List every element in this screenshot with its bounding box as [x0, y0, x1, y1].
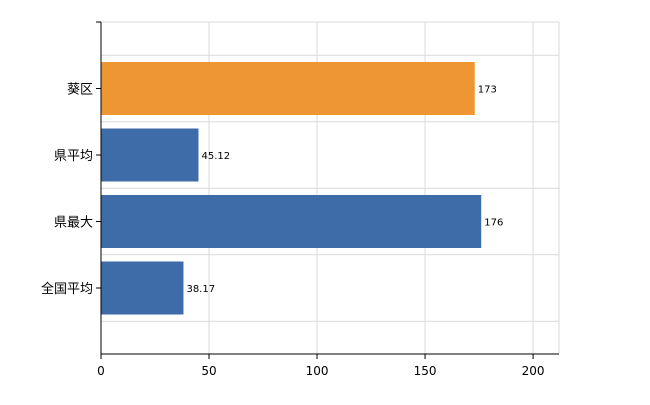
category-label-3: 全国平均: [41, 281, 93, 297]
category-label-2: 県最大: [54, 216, 93, 231]
data-label-0: 173: [478, 85, 497, 96]
labels: 173 葵区 45.12 県平均 176 県最大 38.17 全国平均 0 50 100 150 200: [41, 83, 545, 379]
x-tick-label-3: 150: [414, 364, 437, 378]
bar-0: [101, 62, 475, 115]
axes: [96, 21, 559, 359]
data-label-2: 176: [484, 218, 503, 229]
x-tick-label-2: 100: [306, 364, 329, 378]
x-tick-label-4: 200: [522, 364, 545, 378]
bar-3: [101, 261, 184, 315]
bar-2: [101, 195, 482, 248]
category-label-1: 県平均: [54, 149, 93, 164]
bars: [101, 62, 482, 315]
gridlines: [101, 21, 560, 354]
category-label-0: 葵区: [67, 83, 93, 98]
data-label-1: 45.12: [201, 151, 230, 162]
data-label-3: 38.17: [186, 284, 215, 295]
bar-1: [101, 128, 199, 182]
x-tick-label-0: 0: [97, 364, 105, 378]
x-tick-label-1: 50: [201, 364, 216, 378]
